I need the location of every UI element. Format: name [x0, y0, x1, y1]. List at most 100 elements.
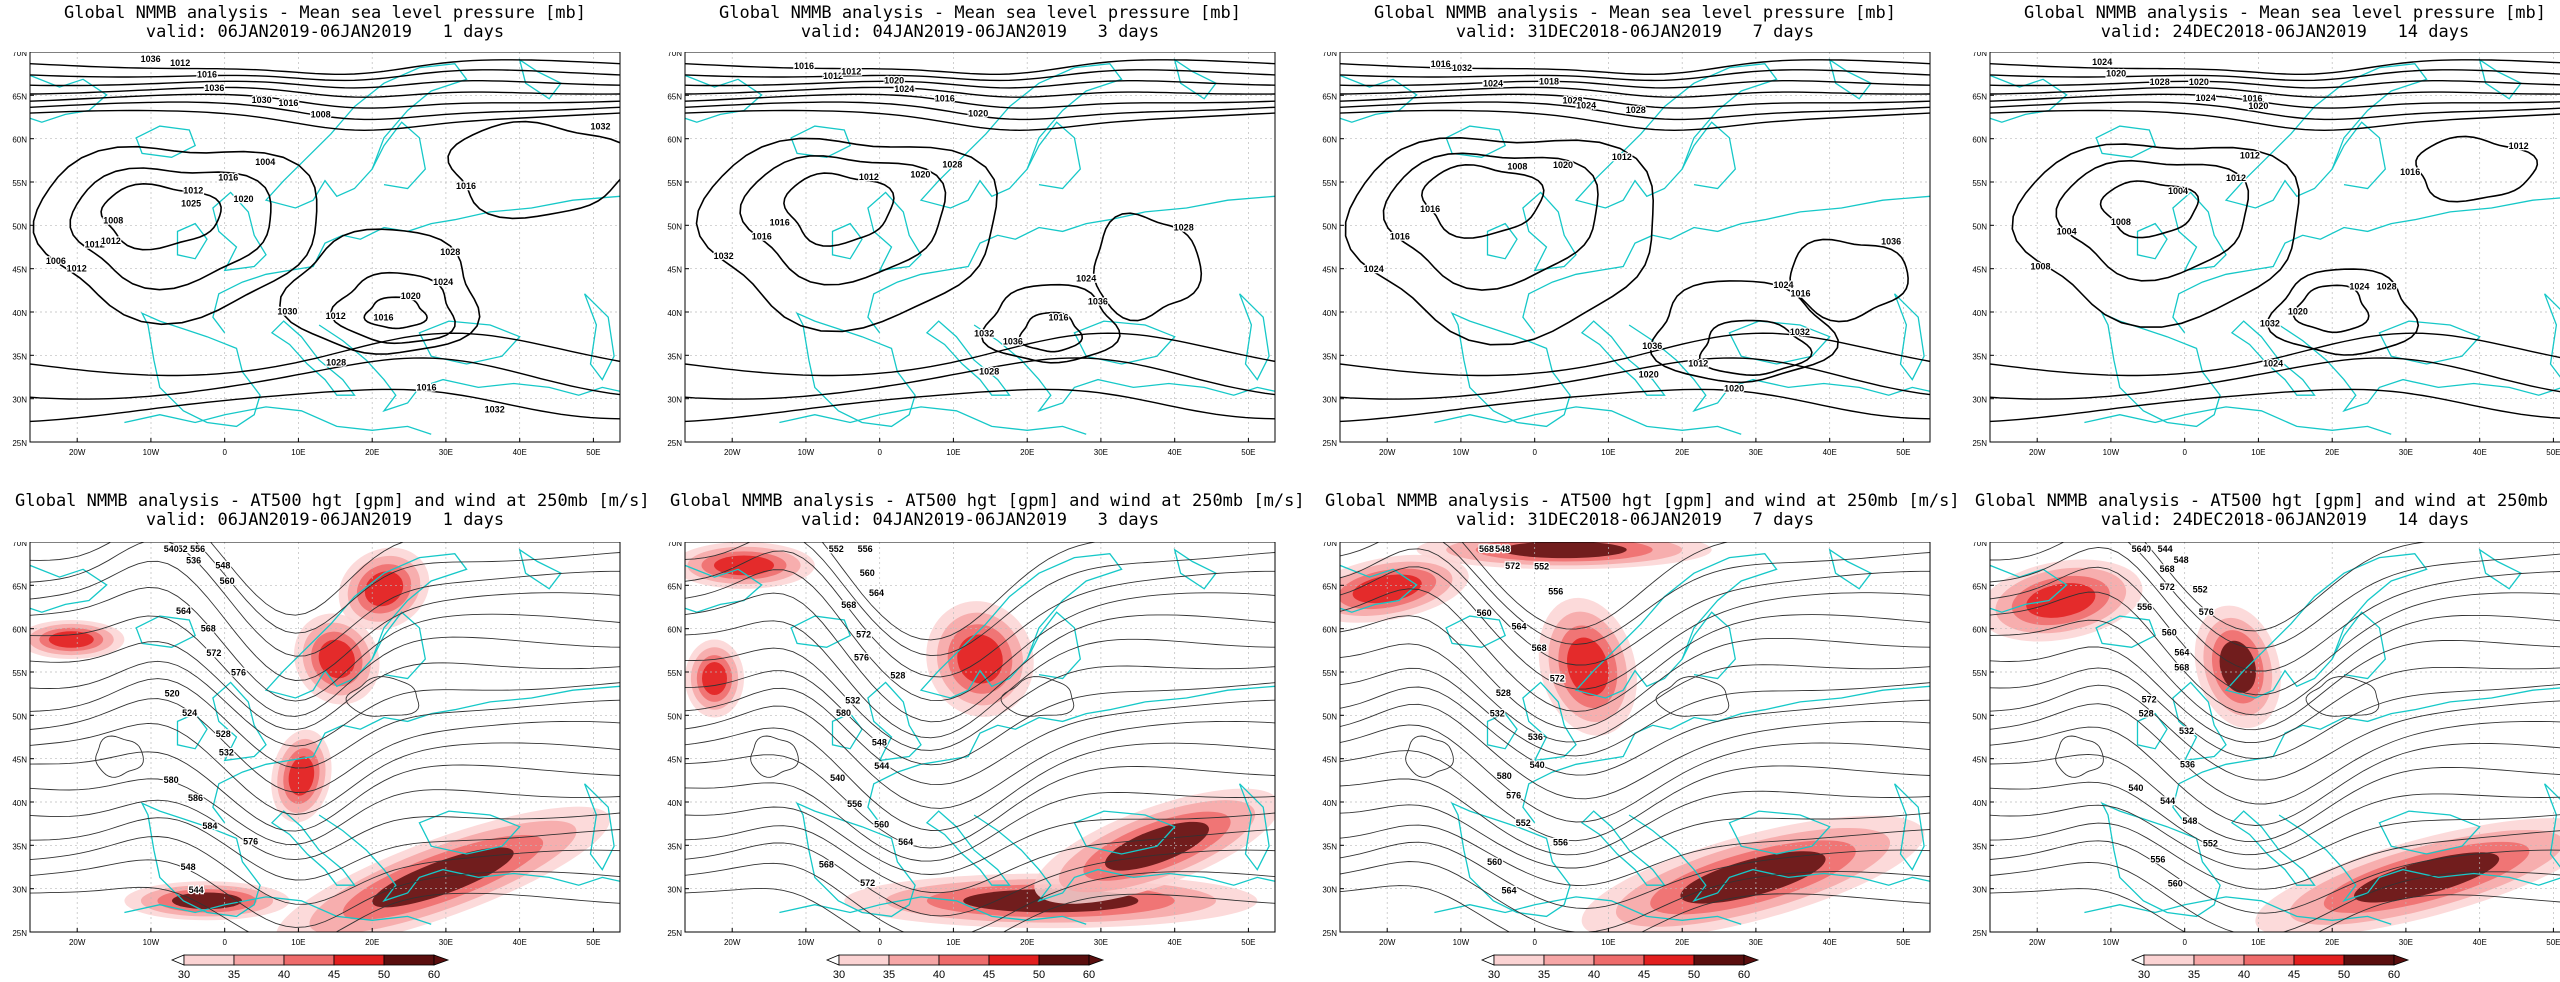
contour-label: 552 — [1516, 818, 1531, 828]
wind-speed-shading — [2354, 852, 2500, 903]
lat-tick-label: 35N — [1322, 842, 1337, 851]
contour-label: 556 — [190, 544, 205, 554]
lat-tick-label: 60N — [1972, 626, 1987, 635]
coastline — [1681, 611, 1736, 680]
contour-label: 1028 — [1626, 105, 1646, 115]
isobar — [32, 145, 318, 326]
lat-tick-label: 45N — [1322, 266, 1337, 275]
panel-title: Global NMMB analysis - Mean sea level pr… — [1374, 3, 1896, 23]
isobar — [1340, 357, 1930, 400]
coastline — [270, 810, 356, 886]
coastline — [371, 121, 426, 190]
contour-label: 580 — [836, 708, 851, 718]
geopotential-contour — [685, 647, 1275, 751]
geopotential-contour — [1990, 591, 2560, 716]
coastline — [2172, 687, 2560, 824]
colorbar-tick-label: 45 — [1638, 969, 1650, 981]
panel-header: Global NMMB analysis - AT500 hgt [gpm] a… — [1975, 492, 2560, 530]
lat-tick-label: 65N — [667, 582, 682, 591]
coastline — [1445, 615, 1507, 648]
lat-tick-label: 30N — [667, 886, 682, 895]
coastline — [30, 564, 108, 613]
coastline — [2378, 320, 2481, 365]
isobar — [2011, 143, 2300, 328]
coastline — [140, 311, 261, 428]
contour-label: 1036 — [141, 54, 161, 64]
coastline — [1681, 121, 1736, 190]
contour-label: 544 — [2160, 796, 2175, 806]
contour-label: 586 — [188, 793, 203, 803]
map-frame — [1339, 52, 1931, 443]
contour-label: 552 — [1534, 561, 1549, 571]
isobar — [1990, 59, 2560, 75]
contour-label: 556 — [2137, 602, 2152, 612]
coastline — [1580, 320, 1666, 396]
lon-tick-label: 20W — [1379, 448, 1396, 457]
contour-label: 576 — [2199, 607, 2214, 617]
isobar — [30, 357, 620, 400]
lon-tick-label: 50E — [1896, 938, 1910, 947]
lon-tick-label: 30E — [1749, 448, 1763, 457]
lon-tick-label: 20E — [1020, 448, 1034, 457]
lat-tick-label: 25N — [1972, 929, 1987, 938]
contour-label: 1016 — [1048, 312, 1068, 322]
isobar — [685, 357, 1275, 400]
panel-title: Global NMMB analysis - AT500 hgt [gpm] a… — [1325, 491, 1960, 511]
colorbar-tick-label: 40 — [1588, 969, 1600, 981]
geopotential-contour — [30, 817, 620, 881]
map-frame — [684, 52, 1276, 443]
coastline — [867, 681, 922, 762]
lat-tick-label: 50N — [1972, 222, 1987, 231]
geopotential-contour — [1000, 676, 1075, 717]
contour-label: 1004 — [2168, 186, 2188, 196]
colorbar-extend-high — [1743, 954, 1760, 966]
contour-label: 1024 — [2092, 57, 2112, 67]
isobar — [279, 228, 481, 355]
contour-label: 536 — [186, 555, 201, 565]
isobar — [1092, 212, 1203, 322]
map-frame — [29, 52, 621, 443]
geopotential-contour — [1340, 548, 1930, 666]
isobar — [1340, 332, 1930, 377]
colorbar-tick-label: 30 — [1488, 969, 1500, 981]
colorbar-tick-label: 45 — [983, 969, 995, 981]
coastline — [790, 615, 852, 648]
isobar — [329, 271, 456, 345]
contour-label: 1016 — [278, 98, 298, 108]
contour-label: 1020 — [2288, 307, 2308, 317]
coastline — [973, 814, 1275, 903]
coastline — [1628, 814, 1930, 903]
lat-tick-label: 40N — [1972, 799, 1987, 808]
contour-label: 560 — [1477, 608, 1492, 618]
lon-tick-label: 10E — [2251, 938, 2265, 947]
coastline — [1173, 58, 1217, 100]
lat-tick-label: 55N — [1322, 179, 1337, 188]
isobar — [783, 172, 895, 247]
contour-label: 1012 — [841, 66, 861, 76]
colorbar-tick-label: 40 — [2238, 969, 2250, 981]
contour-label: 1020 — [233, 194, 253, 204]
isobar — [685, 109, 1275, 132]
coastline — [2278, 324, 2560, 413]
isobar — [30, 86, 620, 98]
contour-label: 584 — [202, 821, 217, 831]
contour-label: 572 — [856, 630, 871, 640]
lon-tick-label: 40E — [513, 448, 527, 457]
colorbar-segment — [183, 954, 235, 966]
lat-tick-label: 50N — [667, 222, 682, 231]
geopotential-contour — [685, 550, 1275, 678]
lat-tick-label: 70N — [1322, 542, 1337, 548]
map-panel-mslp-3d: 1012 1016 1020 1016 1028 1032 1016 1036 1036 1032… — [667, 52, 1276, 457]
wind-speed-shading — [2219, 640, 2257, 693]
colorbar-segment — [1543, 954, 1595, 966]
lat-tick-label: 35N — [1322, 352, 1337, 361]
contour-label: 572 — [1505, 561, 1520, 571]
lon-tick-label: 10W — [143, 448, 160, 457]
contour-label: 1016 — [1420, 204, 1440, 214]
coastline — [1434, 406, 1742, 435]
panel-header: Global NMMB analysis - Mean sea level pr… — [1325, 4, 1945, 42]
coastline — [973, 324, 1275, 413]
coastline — [2084, 406, 2392, 435]
colorbar-segment — [2193, 954, 2245, 966]
contour-label: 1016 — [1431, 59, 1451, 69]
